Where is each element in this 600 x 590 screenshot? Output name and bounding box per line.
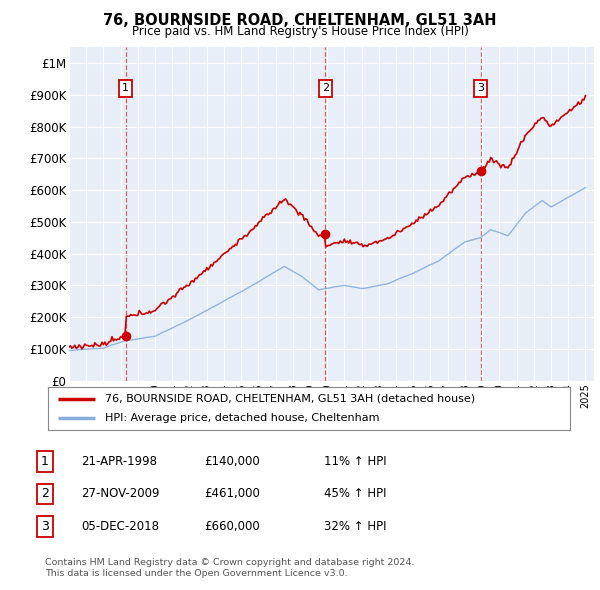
Text: 45% ↑ HPI: 45% ↑ HPI [324,487,386,500]
Text: 76, BOURNSIDE ROAD, CHELTENHAM, GL51 3AH: 76, BOURNSIDE ROAD, CHELTENHAM, GL51 3AH [103,13,497,28]
Text: 05-DEC-2018: 05-DEC-2018 [81,520,159,533]
Text: £660,000: £660,000 [204,520,260,533]
Text: 2: 2 [322,83,329,93]
Text: Contains HM Land Registry data © Crown copyright and database right 2024.
This d: Contains HM Land Registry data © Crown c… [45,558,415,578]
Text: 76, BOURNSIDE ROAD, CHELTENHAM, GL51 3AH (detached house): 76, BOURNSIDE ROAD, CHELTENHAM, GL51 3AH… [106,394,476,404]
Text: £461,000: £461,000 [204,487,260,500]
Text: 2: 2 [41,487,49,500]
Text: £140,000: £140,000 [204,455,260,468]
Text: 3: 3 [41,520,49,533]
Text: 32% ↑ HPI: 32% ↑ HPI [324,520,386,533]
Text: 1: 1 [122,83,130,93]
Text: 11% ↑ HPI: 11% ↑ HPI [324,455,386,468]
Text: 27-NOV-2009: 27-NOV-2009 [81,487,160,500]
Text: Price paid vs. HM Land Registry's House Price Index (HPI): Price paid vs. HM Land Registry's House … [131,25,469,38]
Text: HPI: Average price, detached house, Cheltenham: HPI: Average price, detached house, Chel… [106,413,380,423]
Text: 3: 3 [477,83,484,93]
Text: 21-APR-1998: 21-APR-1998 [81,455,157,468]
Text: 1: 1 [41,455,49,468]
